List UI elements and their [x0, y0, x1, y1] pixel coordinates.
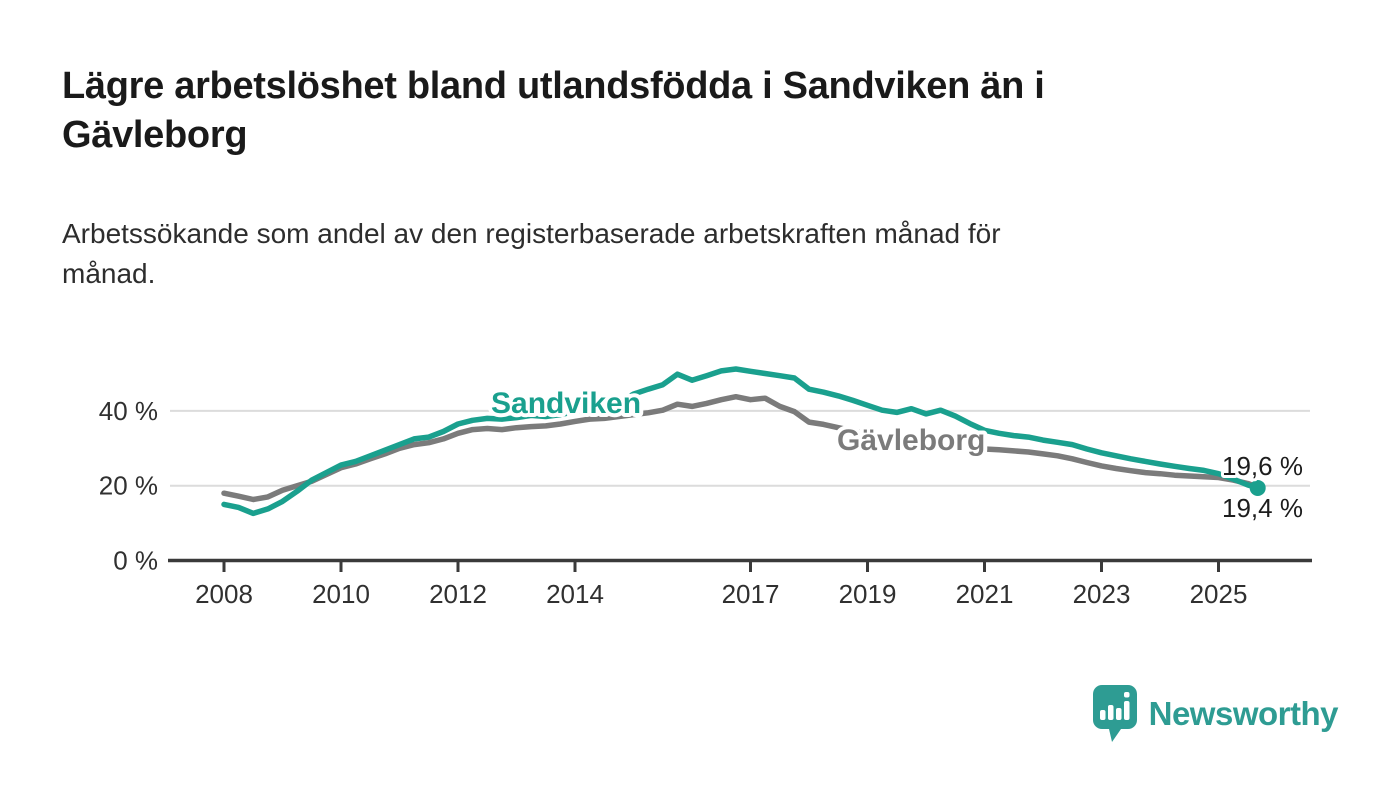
series-line-sandviken	[221, 366, 1261, 517]
series-line-gavleborg	[221, 393, 1261, 503]
title-line-1: Lägre arbetslöshet bland utlandsfödda i …	[62, 65, 1045, 107]
y-tick-label-40: 40 %	[99, 396, 158, 426]
subtitle-line-2: månad.	[62, 258, 156, 289]
chart-subtitle: Arbetssökande som andel av den registerb…	[62, 214, 1362, 294]
title-line-2: Gävleborg	[62, 114, 248, 156]
series-label-gavleborg: Gävleborg	[837, 424, 985, 457]
newsworthy-branding: Newsworthy	[1092, 684, 1339, 744]
y-tick-label-20: 20 %	[99, 471, 158, 501]
x-tick-label-2019: 2019	[839, 579, 897, 609]
x-tick-label-2017: 2017	[722, 579, 780, 609]
x-tick-label-2014: 2014	[546, 579, 604, 609]
logo-speech-bubble	[1092, 685, 1137, 742]
y-tick-label-0: 0 %	[113, 546, 158, 576]
end-value-label-sandviken: 19,4 %	[1222, 493, 1303, 523]
end-value-label-gavleborg: 19,6 %	[1222, 451, 1303, 481]
logo-bar-chart-glyph	[1099, 692, 1130, 720]
x-tick-label-2025: 2025	[1190, 579, 1248, 609]
end-dot-sandviken	[1249, 479, 1266, 496]
series-label-sandviken: Sandviken	[491, 387, 641, 420]
x-tick-label-2008: 2008	[195, 579, 253, 609]
x-tick-label-2021: 2021	[956, 579, 1014, 609]
subtitle-line-1: Arbetssökande som andel av den registerb…	[62, 218, 1001, 249]
x-tick-label-2012: 2012	[429, 579, 487, 609]
newsworthy-logo-text: Newsworthy	[1148, 695, 1339, 732]
newsworthy-logo-icon	[1092, 685, 1137, 742]
page-title: Lägre arbetslöshet bland utlandsfödda i …	[62, 62, 1362, 160]
x-tick-label-2010: 2010	[312, 579, 370, 609]
x-tick-label-2023: 2023	[1073, 579, 1131, 609]
